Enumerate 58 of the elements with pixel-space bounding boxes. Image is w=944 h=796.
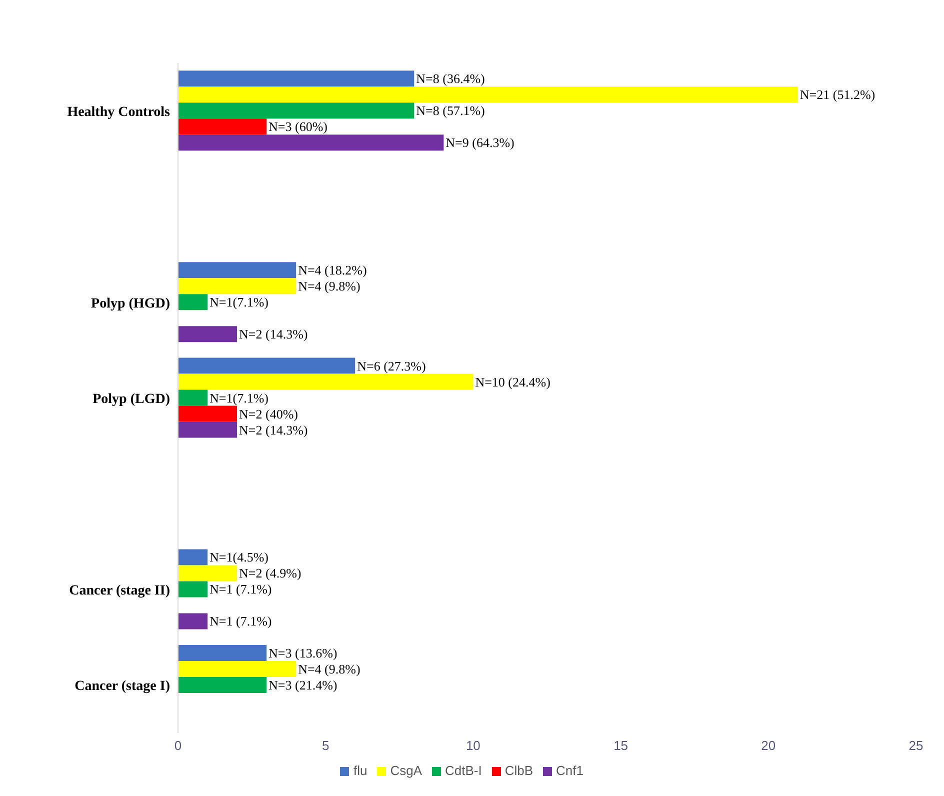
data-label: N=1(7.1%) <box>210 390 268 406</box>
x-tick-label: 0 <box>174 738 182 754</box>
bar <box>178 581 208 598</box>
data-label: N=8 (36.4%) <box>416 71 485 86</box>
data-label: N=1(4.5%) <box>210 550 268 565</box>
data-label: N=2 (40%) <box>239 406 298 422</box>
bar <box>178 644 267 661</box>
bar <box>178 549 208 566</box>
data-label: N=1(7.1%) <box>210 294 268 310</box>
x-tick-label: 5 <box>322 738 330 754</box>
data-label: N=4 (18.2%) <box>298 262 367 278</box>
x-tick-label: 15 <box>614 738 628 754</box>
data-label: N=2 (14.3%) <box>239 422 308 438</box>
y-tick-label: Polyp (LGD) <box>92 392 170 407</box>
bar <box>178 565 238 582</box>
bar <box>178 358 356 374</box>
bar <box>178 118 267 135</box>
bar <box>178 676 267 693</box>
bar <box>178 294 208 310</box>
data-label: N=21 (51.2%) <box>800 87 876 102</box>
data-label: N=10 (24.4%) <box>475 374 550 390</box>
bar <box>178 70 414 87</box>
bar <box>178 278 296 294</box>
y-tick-label: Cancer (stage II) <box>69 583 170 598</box>
bar <box>178 613 208 630</box>
bar <box>178 134 444 151</box>
legend-label: Cnf1 <box>556 763 584 778</box>
legend-label: flu <box>353 763 368 778</box>
bar <box>178 102 414 119</box>
data-label: N=6 (27.3%) <box>357 358 426 374</box>
data-label: N=3 (13.6%) <box>268 645 338 660</box>
data-label: N=1 (7.1%) <box>210 614 272 629</box>
x-tick-label: 20 <box>761 738 776 754</box>
bar <box>178 262 296 278</box>
x-tick-label: 25 <box>908 738 924 754</box>
data-label: N=3 (60%) <box>268 119 328 134</box>
bar <box>178 374 474 390</box>
y-tick-label: Healthy Controls <box>67 104 171 120</box>
data-label: N=1 (7.1%) <box>210 582 272 597</box>
legend-label: ClbB <box>504 763 534 778</box>
legend-label: CsgA <box>390 763 422 778</box>
bar <box>178 406 238 422</box>
data-label: N=4 (9.8%) <box>298 278 360 294</box>
y-tick-label: Cancer (stage I) <box>74 679 170 694</box>
data-label: N=2 (14.3%) <box>239 326 308 342</box>
bar <box>178 390 208 406</box>
data-label: N=8 (57.1%) <box>416 103 485 118</box>
y-tick-label: Polyp (HGD) <box>91 296 170 312</box>
bar <box>178 660 296 677</box>
data-label: N=4 (9.8%) <box>298 661 360 676</box>
legend-label: CdtB-I <box>445 763 482 778</box>
bar <box>178 326 238 342</box>
data-label: N=9 (64.3%) <box>446 135 514 150</box>
bar <box>178 422 238 438</box>
data-label: N=2 (4.9%) <box>239 566 302 581</box>
x-tick-label: 10 <box>466 738 480 754</box>
data-label: N=3 (21.4%) <box>268 677 338 692</box>
bar <box>178 86 798 103</box>
